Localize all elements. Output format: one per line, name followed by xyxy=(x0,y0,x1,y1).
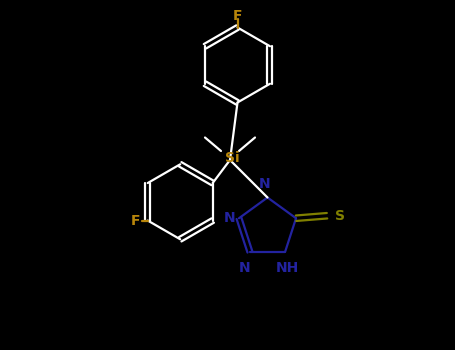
Text: N: N xyxy=(259,177,271,191)
Text: S: S xyxy=(334,209,344,223)
Text: NH: NH xyxy=(276,261,299,275)
Text: Si: Si xyxy=(225,150,240,164)
Text: N: N xyxy=(224,211,236,225)
Text: F: F xyxy=(131,214,140,228)
Text: N: N xyxy=(239,261,251,275)
Text: F: F xyxy=(233,8,242,22)
